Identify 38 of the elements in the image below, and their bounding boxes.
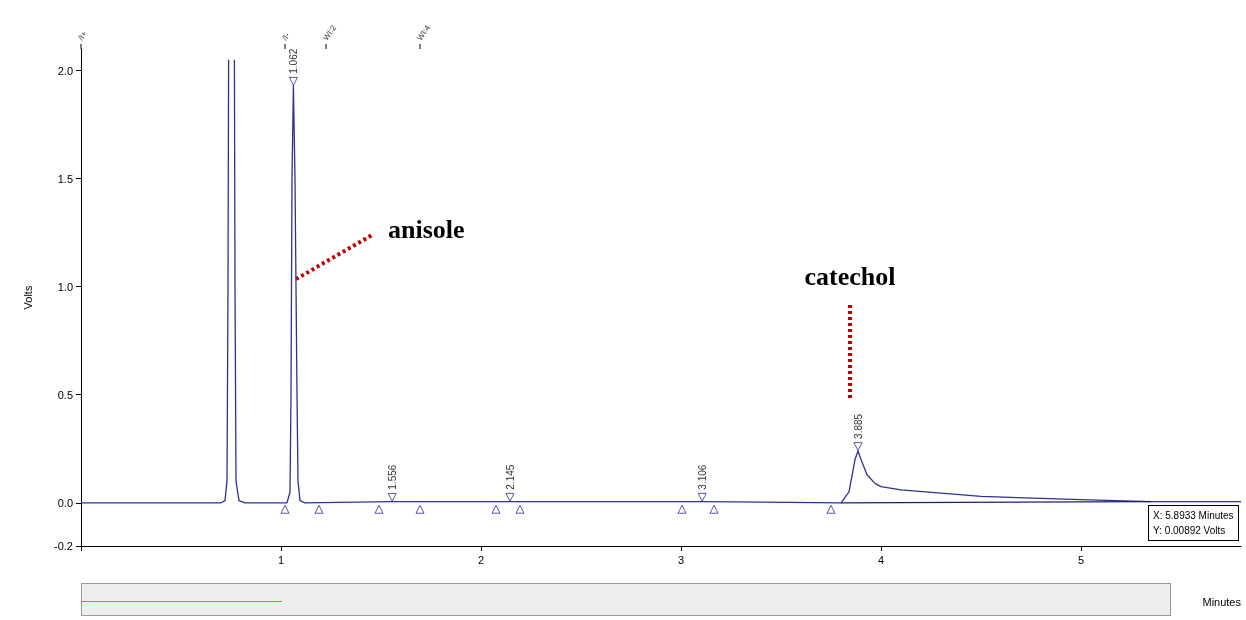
point (505, 492, 515, 502)
annotation: Y: 0.00892 Volts (1153, 525, 1226, 536)
point (709, 504, 719, 514)
point (853, 442, 863, 452)
annotation: catechol (804, 262, 896, 291)
x-tick-label: 4 (877, 553, 885, 566)
annotation: 2.145 (505, 464, 516, 490)
annotation: 3.885 (853, 413, 864, 439)
point (314, 504, 324, 514)
x-tick-label: 3 (677, 553, 685, 566)
annotation: 1.062 (288, 48, 300, 74)
y-tick-label: 2.0 (57, 64, 73, 77)
point (491, 504, 501, 514)
text: /I- (280, 30, 292, 43)
point (826, 504, 836, 514)
x-axis-title: Minutes (1202, 595, 1242, 608)
annotation: anisole (388, 215, 465, 245)
y-tick-label: 1.5 (57, 172, 73, 185)
y-tick-label: 0.5 (57, 388, 73, 401)
point (515, 504, 525, 514)
point (374, 504, 384, 514)
annotation: 1.556 (387, 464, 399, 490)
x-tick-label: 1 (277, 553, 285, 566)
annotation: 3.106 (697, 464, 709, 490)
point (387, 492, 397, 502)
y-tick-label: 1.0 (57, 280, 73, 293)
y-tick-label: -0.2 (54, 540, 73, 552)
point (280, 504, 290, 514)
x-tick-label: 5 (1077, 553, 1085, 566)
point (697, 492, 707, 502)
y-axis-title: Volts (21, 285, 34, 310)
point (677, 504, 687, 514)
text: /I+ (76, 29, 90, 43)
point (415, 504, 425, 514)
x-tick-label: 2 (477, 553, 485, 566)
annotation: X: 5.8933 Minutes (1153, 510, 1234, 521)
point (288, 76, 298, 86)
y-tick-label: 0.0 (57, 496, 73, 509)
